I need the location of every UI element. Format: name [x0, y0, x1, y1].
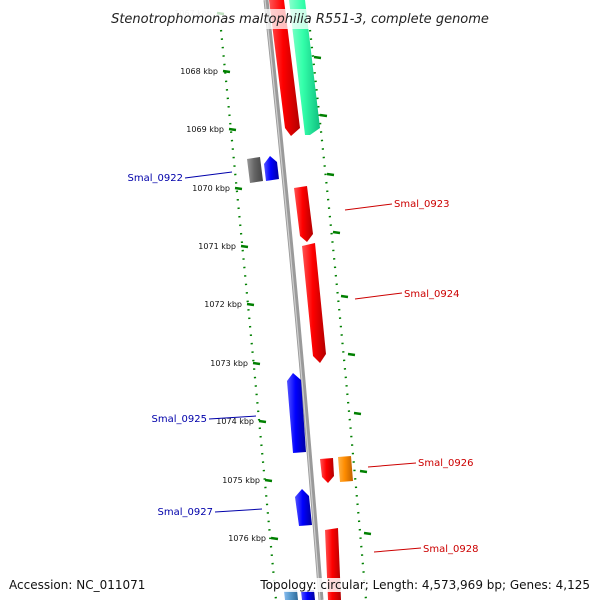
gene-label-connector — [184, 171, 233, 179]
gene-smal-0925 — [287, 373, 306, 453]
gene-label[interactable]: Smal_0922 — [128, 173, 183, 184]
tick-label: 1072 kbp — [204, 300, 242, 309]
outer-tick-mark — [353, 411, 362, 416]
outer-tick-mark — [319, 113, 328, 118]
gene-blue-bottom — [301, 590, 315, 600]
gene-labels: Smal_0922 Smal_0923 Smal_0924 Smal_0925 Smal… — [128, 173, 479, 555]
tick-mark — [234, 186, 243, 191]
gene-label-connector — [367, 462, 417, 468]
tick-label: 1071 kbp — [198, 242, 236, 251]
genome-summary-text: Topology: circular; Length: 4,573,969 bp… — [260, 578, 590, 592]
genome-backbone — [263, 0, 324, 600]
tick-mark — [258, 419, 267, 424]
gene-lightblue-bottom — [284, 590, 298, 600]
gene-label[interactable]: Smal_0927 — [158, 507, 213, 518]
tick-mark — [228, 127, 237, 132]
gene-label-connector — [354, 292, 403, 300]
gene-gray-0921 — [247, 157, 263, 183]
gene-label[interactable]: Smal_0923 — [394, 199, 449, 210]
tick-mark — [270, 536, 279, 541]
tick-marks — [216, 11, 372, 541]
gene-label[interactable]: Smal_0925 — [152, 414, 207, 425]
title-backdrop — [95, 9, 505, 29]
tick-label: 1068 kbp — [180, 67, 218, 76]
outer-tick-mark — [326, 172, 335, 177]
left-tick-track — [219, 29, 278, 600]
gene-label-connector — [214, 508, 263, 513]
genome-backbone-highlight — [264, 0, 321, 600]
gene-label[interactable]: Smal_0924 — [404, 289, 459, 300]
gene-smal-0927 — [295, 489, 312, 526]
gene-smal-0922 — [264, 156, 279, 181]
gene-label[interactable]: Smal_0928 — [423, 544, 478, 555]
tick-label: 1074 kbp — [216, 417, 254, 426]
gene-smal-0926 — [320, 458, 334, 483]
tick-mark — [240, 244, 249, 249]
outer-tick-mark — [313, 55, 322, 60]
tick-label: 1070 kbp — [192, 184, 230, 193]
gene-label-connector — [373, 547, 422, 553]
gene-orange — [338, 456, 353, 482]
outer-tick-mark — [363, 531, 372, 536]
gene-smal-0924 — [302, 243, 326, 363]
gene-label-connectors — [184, 171, 422, 553]
gene-green-top — [289, 0, 320, 135]
gene-features — [247, 0, 353, 600]
tick-label: 1075 kbp — [222, 476, 260, 485]
map-title: Stenotrophomonas maltophilia R551-3, com… — [111, 12, 489, 27]
gene-label-connector — [344, 203, 393, 211]
tick-label: 1073 kbp — [210, 359, 248, 368]
tick-label: 1076 kbp — [228, 534, 266, 543]
tick-mark — [246, 302, 255, 307]
tick-mark — [252, 361, 261, 366]
tick-mark — [222, 69, 231, 74]
outer-tick-mark — [340, 294, 349, 299]
gene-label-connector — [208, 415, 257, 420]
accession-text: Accession: NC_011071 — [9, 578, 146, 592]
tick-mark — [264, 478, 273, 483]
gene-red-top — [269, 0, 300, 136]
outer-tick-mark — [347, 352, 356, 357]
gene-smal-0923 — [294, 186, 313, 242]
tick-label: 1069 kbp — [186, 125, 224, 134]
gene-label[interactable]: Smal_0926 — [418, 458, 473, 469]
outer-tick-mark — [359, 469, 368, 474]
outer-tick-mark — [332, 230, 341, 235]
